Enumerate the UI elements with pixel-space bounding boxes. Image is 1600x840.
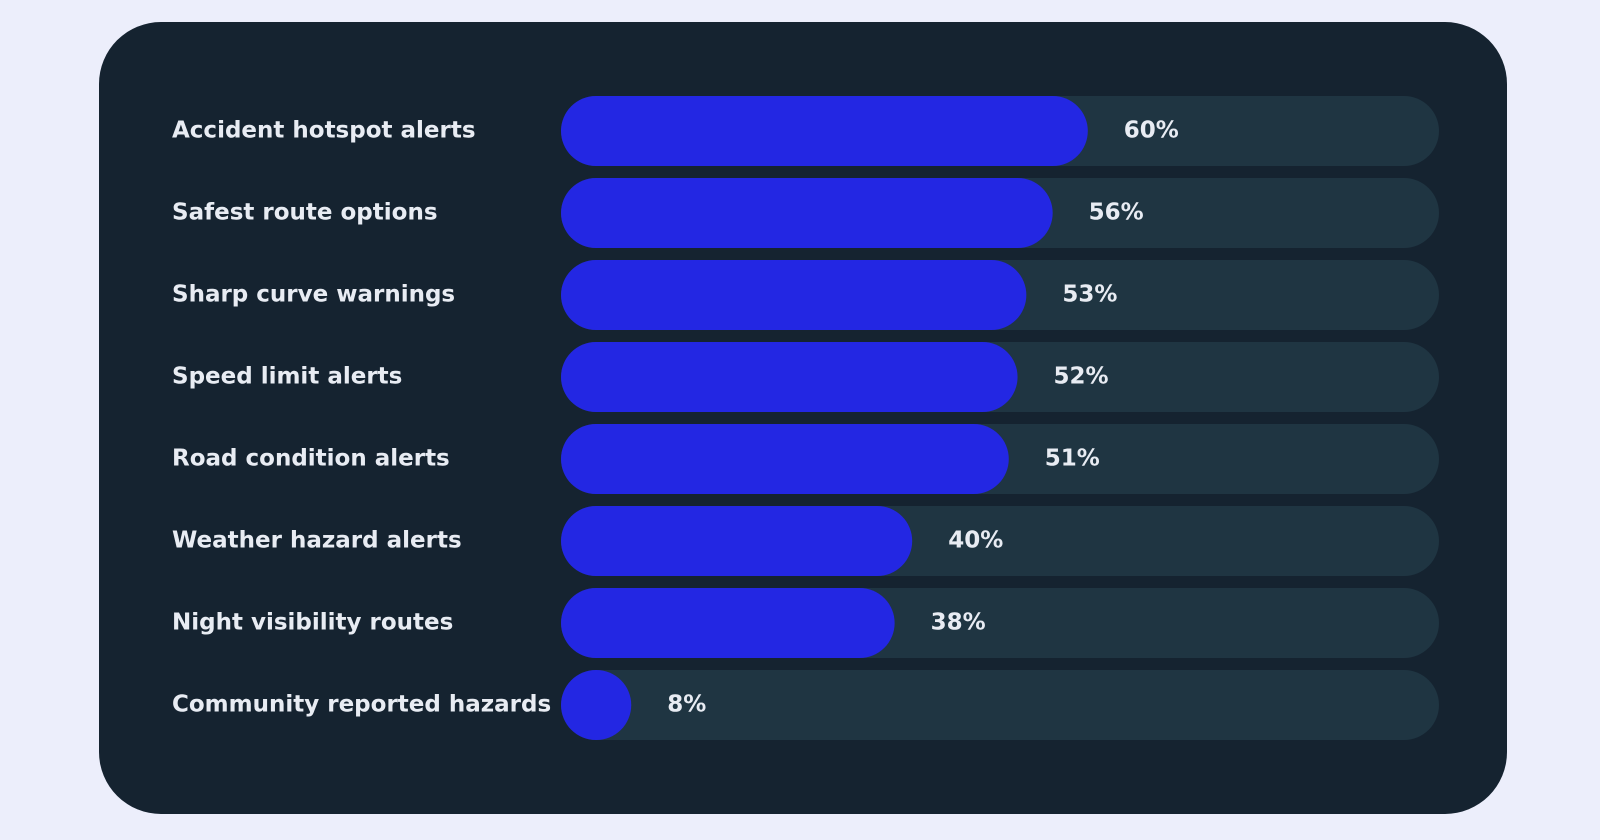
category-label: Community reported hazards: [172, 692, 551, 718]
value-label: 40%: [948, 528, 1003, 554]
bar: [561, 424, 1009, 494]
value-label: 52%: [1054, 364, 1109, 390]
bar: [561, 670, 632, 740]
category-label: Weather hazard alerts: [172, 528, 462, 554]
bar: [561, 178, 1053, 248]
value-label: 56%: [1089, 200, 1144, 226]
bar: [561, 260, 1027, 330]
value-label: 60%: [1124, 118, 1179, 144]
category-label: Accident hotspot alerts: [172, 118, 476, 144]
value-label: 38%: [931, 610, 986, 636]
bar: [561, 588, 895, 658]
category-label: Speed limit alerts: [172, 364, 402, 390]
bar: [561, 342, 1018, 412]
category-label: Sharp curve warnings: [172, 282, 455, 308]
category-label: Night visibility routes: [172, 610, 453, 636]
value-label: 53%: [1062, 282, 1117, 308]
value-label: 8%: [667, 692, 706, 718]
category-label: Safest route options: [172, 200, 438, 226]
category-label: Road condition alerts: [172, 446, 450, 472]
bar: [561, 506, 913, 576]
bar: [561, 96, 1088, 166]
bar-track: [561, 670, 1439, 740]
value-label: 51%: [1045, 446, 1100, 472]
